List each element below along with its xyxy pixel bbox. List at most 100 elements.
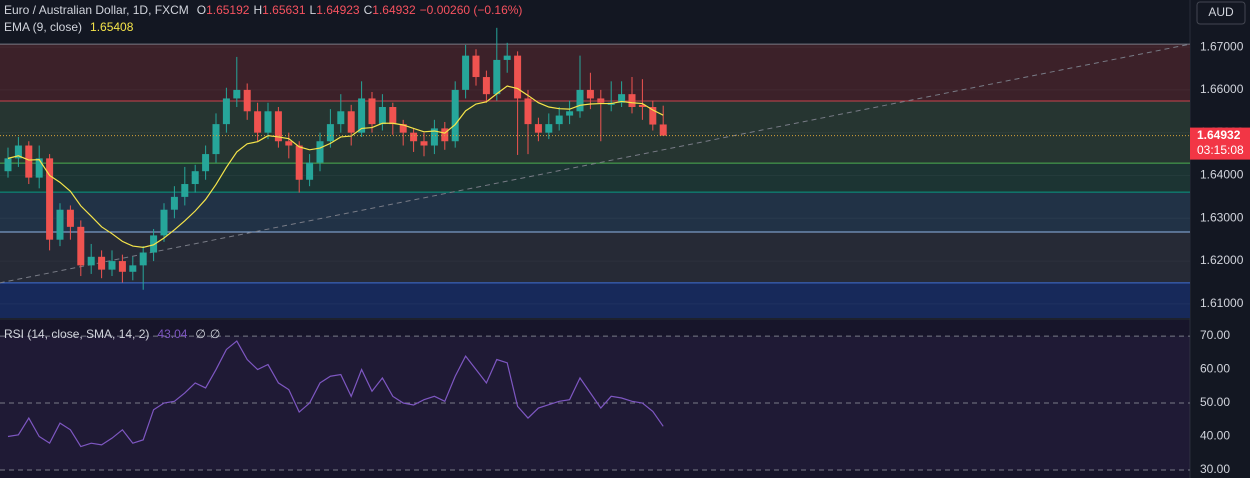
candle-body xyxy=(649,106,657,125)
rsi-row: RSI (14, close, SMA, 14, 2) 43.04 ∅ ∅ xyxy=(4,327,220,341)
y-tick-label: 1.66000 xyxy=(1200,82,1244,96)
candle-body xyxy=(170,196,178,210)
candle-body xyxy=(243,89,251,112)
candle-body xyxy=(524,98,532,125)
prefix: O xyxy=(196,3,207,17)
candle-body xyxy=(597,98,605,103)
candle-body xyxy=(202,154,210,172)
change: −0.00260 (−0.16%) xyxy=(419,3,523,17)
candle-body xyxy=(108,261,116,270)
ohlc-high: H1.65631 xyxy=(253,3,305,17)
fib-band xyxy=(0,101,1190,164)
candle-body xyxy=(576,89,584,112)
ema-row: EMA (9, close) 1.65408 xyxy=(4,20,133,34)
candle-body xyxy=(66,209,74,227)
candle-body xyxy=(441,128,449,142)
candle-body xyxy=(212,124,220,155)
value: 1.64932 xyxy=(372,3,416,17)
y-tick-label: 1.67000 xyxy=(1200,39,1244,53)
rsi-title[interactable]: RSI (14, close, SMA, 14, 2) xyxy=(4,327,150,341)
candle-body xyxy=(618,94,626,103)
candle-body xyxy=(35,158,43,178)
candle-body xyxy=(399,124,407,133)
na-value: ∅ xyxy=(209,327,221,341)
prefix: L xyxy=(309,3,317,17)
candle-body xyxy=(150,235,158,253)
candle-body xyxy=(129,265,137,272)
candle-body xyxy=(420,141,428,146)
candle-body xyxy=(14,145,22,159)
candle-body xyxy=(358,98,366,133)
ema-title[interactable]: EMA (9, close) xyxy=(4,20,83,34)
candle-body xyxy=(25,145,33,178)
candle-body xyxy=(566,111,574,116)
candle-body xyxy=(462,55,470,90)
y-tick-label: 1.64000 xyxy=(1200,168,1244,182)
candle-body xyxy=(181,184,189,197)
ema-line xyxy=(7,85,664,248)
y-tick-label: 1.63000 xyxy=(1200,210,1244,224)
candle-body xyxy=(87,256,95,266)
candle-body xyxy=(191,171,199,185)
candle-body xyxy=(222,98,230,125)
candle-body xyxy=(139,252,147,266)
prefix: H xyxy=(253,3,263,17)
last-price-box xyxy=(1190,127,1250,160)
last-price-label: 1.64932 xyxy=(1197,128,1241,142)
candle-body xyxy=(77,226,85,266)
fib-band xyxy=(0,192,1190,232)
value: 1.65631 xyxy=(262,3,306,17)
y-tick-label: 1.61000 xyxy=(1200,296,1244,310)
candle-body xyxy=(410,132,418,142)
header-row: Euro / Australian Dollar, 1D, FXCM O1.65… xyxy=(4,3,522,17)
candle-body xyxy=(514,55,522,99)
trendline xyxy=(0,43,1191,284)
y-tick-label: 70.00 xyxy=(1200,328,1230,342)
candle-body xyxy=(160,209,168,236)
ohlc-open: O1.65192 xyxy=(197,3,250,17)
candle-body xyxy=(555,115,563,125)
candle-body xyxy=(451,89,459,142)
candle-body xyxy=(628,94,636,107)
candle-body xyxy=(534,124,542,133)
candle-body xyxy=(430,128,438,146)
candle-body xyxy=(638,104,646,107)
candle-body xyxy=(295,145,303,180)
ohlc-close: C1.64932 xyxy=(364,3,416,17)
candle-body xyxy=(98,256,106,270)
candle-body xyxy=(316,141,324,163)
candle-body xyxy=(118,261,126,272)
countdown: 03:15:08 xyxy=(1197,143,1244,157)
currency: AUD xyxy=(1208,5,1234,19)
candle-body xyxy=(254,111,262,133)
fib-band xyxy=(0,44,1190,102)
na-value: ∅ xyxy=(195,327,206,341)
candle-body xyxy=(337,111,345,125)
candle-body xyxy=(4,158,12,172)
y-tick-label: 1.62000 xyxy=(1200,253,1244,267)
value: 1.65192 xyxy=(206,3,250,17)
candle-body xyxy=(493,59,501,95)
candle-body xyxy=(306,162,314,180)
candle-body xyxy=(56,209,64,240)
candle-body xyxy=(46,158,54,240)
currency-box[interactable] xyxy=(1196,1,1246,25)
y-tick-label: 30.00 xyxy=(1200,462,1230,476)
candle-body xyxy=(472,55,480,78)
ema-value: 1.65408 xyxy=(90,20,134,34)
candle-body xyxy=(274,111,282,142)
candle-body xyxy=(482,77,490,95)
ohlc-low: L1.64923 xyxy=(310,3,360,17)
fib-band xyxy=(0,231,1190,283)
prefix: C xyxy=(363,3,373,17)
rsi-value: 43.04 xyxy=(157,327,188,341)
candle-body xyxy=(659,124,667,136)
candle-body xyxy=(368,98,376,125)
candle-body xyxy=(378,106,386,125)
candle-body xyxy=(264,111,272,133)
value: 1.64923 xyxy=(316,3,360,17)
candle-body xyxy=(586,89,594,99)
candle-body xyxy=(326,124,334,142)
